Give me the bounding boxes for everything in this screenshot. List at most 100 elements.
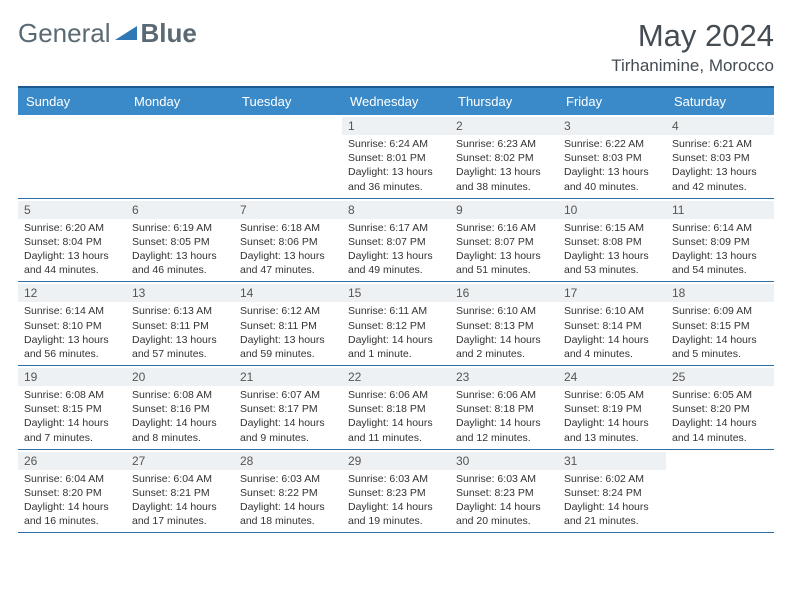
sunrise-text: Sunrise: 6:15 AM bbox=[564, 221, 660, 235]
sunrise-text: Sunrise: 6:17 AM bbox=[348, 221, 444, 235]
daylight-text: Daylight: 14 hours and 4 minutes. bbox=[564, 333, 660, 361]
daylight-text: Daylight: 13 hours and 53 minutes. bbox=[564, 249, 660, 277]
day-number: 19 bbox=[18, 368, 126, 386]
day-number: 29 bbox=[342, 452, 450, 470]
sunset-text: Sunset: 8:18 PM bbox=[456, 402, 552, 416]
sunrise-text: Sunrise: 6:04 AM bbox=[24, 472, 120, 486]
week-row: 1Sunrise: 6:24 AMSunset: 8:01 PMDaylight… bbox=[18, 115, 774, 199]
day-details: Sunrise: 6:03 AMSunset: 8:23 PMDaylight:… bbox=[348, 472, 444, 529]
day-cell: 18 Sunrise: 6:09 AMSunset: 8:15 PMDayligh… bbox=[666, 282, 774, 365]
sunrise-text: Sunrise: 6:13 AM bbox=[132, 304, 228, 318]
sunrise-text: Sunrise: 6:21 AM bbox=[672, 137, 768, 151]
day-cell: 10Sunrise: 6:15 AMSunset: 8:08 PMDayligh… bbox=[558, 199, 666, 282]
day-header: Thursday bbox=[450, 88, 558, 115]
day-number: 4 bbox=[666, 117, 774, 135]
sunrise-text: Sunrise: 6:14 AM bbox=[672, 221, 768, 235]
sunrise-text: Sunrise: 6:10 AM bbox=[564, 304, 660, 318]
sunrise-text: Sunrise: 6:07 AM bbox=[240, 388, 336, 402]
calendar: Sunday Monday Tuesday Wednesday Thursday… bbox=[18, 86, 774, 533]
day-details: Sunrise: 6:06 AMSunset: 8:18 PMDaylight:… bbox=[348, 388, 444, 445]
day-cell bbox=[18, 115, 126, 198]
day-details: Sunrise: 6:12 AMSunset: 8:11 PMDaylight:… bbox=[240, 304, 336, 361]
day-details: Sunrise: 6:23 AMSunset: 8:02 PMDaylight:… bbox=[456, 137, 552, 194]
sunrise-text: Sunrise: 6:22 AM bbox=[564, 137, 660, 151]
sunset-text: Sunset: 8:05 PM bbox=[132, 235, 228, 249]
daylight-text: Daylight: 13 hours and 46 minutes. bbox=[132, 249, 228, 277]
day-details: Sunrise: 6:14 AMSunset: 8:10 PMDaylight:… bbox=[24, 304, 120, 361]
sunset-text: Sunset: 8:19 PM bbox=[564, 402, 660, 416]
day-details: Sunrise: 6:13 AMSunset: 8:11 PMDaylight:… bbox=[132, 304, 228, 361]
day-number: 26 bbox=[18, 452, 126, 470]
title-block: May 2024 Tirhanimine, Morocco bbox=[611, 18, 774, 76]
sunrise-text: Sunrise: 6:08 AM bbox=[132, 388, 228, 402]
day-number: 22 bbox=[342, 368, 450, 386]
daylight-text: Daylight: 13 hours and 57 minutes. bbox=[132, 333, 228, 361]
day-header: Sunday bbox=[18, 88, 126, 115]
day-cell: 23Sunrise: 6:06 AMSunset: 8:18 PMDayligh… bbox=[450, 366, 558, 449]
daylight-text: Daylight: 13 hours and 54 minutes. bbox=[672, 249, 768, 277]
location: Tirhanimine, Morocco bbox=[611, 56, 774, 76]
header: General Blue May 2024 Tirhanimine, Moroc… bbox=[18, 18, 774, 76]
logo: General Blue bbox=[18, 18, 197, 49]
day-cell: 7Sunrise: 6:18 AMSunset: 8:06 PMDaylight… bbox=[234, 199, 342, 282]
day-cell: 27Sunrise: 6:04 AMSunset: 8:21 PMDayligh… bbox=[126, 450, 234, 533]
sunset-text: Sunset: 8:14 PM bbox=[564, 319, 660, 333]
day-number: 11 bbox=[666, 201, 774, 219]
day-cell: 20Sunrise: 6:08 AMSunset: 8:16 PMDayligh… bbox=[126, 366, 234, 449]
daylight-text: Daylight: 13 hours and 49 minutes. bbox=[348, 249, 444, 277]
day-number: 17 bbox=[558, 284, 666, 302]
day-number: 31 bbox=[558, 452, 666, 470]
day-number: 5 bbox=[18, 201, 126, 219]
sunset-text: Sunset: 8:24 PM bbox=[564, 486, 660, 500]
day-number: 2 bbox=[450, 117, 558, 135]
sunrise-text: Sunrise: 6:09 AM bbox=[672, 304, 768, 318]
day-details: Sunrise: 6:02 AMSunset: 8:24 PMDaylight:… bbox=[564, 472, 660, 529]
day-details: Sunrise: 6:20 AMSunset: 8:04 PMDaylight:… bbox=[24, 221, 120, 278]
day-details: Sunrise: 6:03 AMSunset: 8:22 PMDaylight:… bbox=[240, 472, 336, 529]
day-cell: 16Sunrise: 6:10 AMSunset: 8:13 PMDayligh… bbox=[450, 282, 558, 365]
day-details: Sunrise: 6:08 AMSunset: 8:16 PMDaylight:… bbox=[132, 388, 228, 445]
day-details: Sunrise: 6:05 AMSunset: 8:20 PMDaylight:… bbox=[672, 388, 768, 445]
day-number: 15 bbox=[342, 284, 450, 302]
daylight-text: Daylight: 14 hours and 9 minutes. bbox=[240, 416, 336, 444]
daylight-text: Daylight: 14 hours and 20 minutes. bbox=[456, 500, 552, 528]
sunrise-text: Sunrise: 6:20 AM bbox=[24, 221, 120, 235]
day-details: Sunrise: 6:22 AMSunset: 8:03 PMDaylight:… bbox=[564, 137, 660, 194]
day-number: 18 bbox=[666, 284, 774, 302]
day-number: 7 bbox=[234, 201, 342, 219]
day-cell: 4Sunrise: 6:21 AMSunset: 8:03 PMDaylight… bbox=[666, 115, 774, 198]
daylight-text: Daylight: 14 hours and 8 minutes. bbox=[132, 416, 228, 444]
logo-text-1: General bbox=[18, 18, 111, 49]
day-cell: 31 Sunrise: 6:02 AMSunset: 8:24 PMDayligh… bbox=[558, 450, 666, 533]
sunrise-text: Sunrise: 6:06 AM bbox=[456, 388, 552, 402]
day-cell: 30Sunrise: 6:03 AMSunset: 8:23 PMDayligh… bbox=[450, 450, 558, 533]
day-cell: 5 Sunrise: 6:20 AMSunset: 8:04 PMDaylight… bbox=[18, 199, 126, 282]
day-cell: 1Sunrise: 6:24 AMSunset: 8:01 PMDaylight… bbox=[342, 115, 450, 198]
day-details: Sunrise: 6:04 AMSunset: 8:21 PMDaylight:… bbox=[132, 472, 228, 529]
sunset-text: Sunset: 8:12 PM bbox=[348, 319, 444, 333]
day-number: 28 bbox=[234, 452, 342, 470]
day-details: Sunrise: 6:03 AMSunset: 8:23 PMDaylight:… bbox=[456, 472, 552, 529]
day-header: Wednesday bbox=[342, 88, 450, 115]
day-number: 10 bbox=[558, 201, 666, 219]
sunset-text: Sunset: 8:17 PM bbox=[240, 402, 336, 416]
daylight-text: Daylight: 14 hours and 1 minute. bbox=[348, 333, 444, 361]
week-row: 12Sunrise: 6:14 AMSunset: 8:10 PMDayligh… bbox=[18, 282, 774, 366]
sunrise-text: Sunrise: 6:23 AM bbox=[456, 137, 552, 151]
sunset-text: Sunset: 8:20 PM bbox=[24, 486, 120, 500]
day-details: Sunrise: 6:09 AMSunset: 8:15 PMDaylight:… bbox=[672, 304, 768, 361]
day-number: 3 bbox=[558, 117, 666, 135]
daylight-text: Daylight: 13 hours and 47 minutes. bbox=[240, 249, 336, 277]
day-cell: 3 Sunrise: 6:22 AMSunset: 8:03 PMDaylight… bbox=[558, 115, 666, 198]
sunrise-text: Sunrise: 6:03 AM bbox=[240, 472, 336, 486]
day-cell: 11Sunrise: 6:14 AMSunset: 8:09 PMDayligh… bbox=[666, 199, 774, 282]
daylight-text: Daylight: 14 hours and 12 minutes. bbox=[456, 416, 552, 444]
logo-text-2: Blue bbox=[141, 18, 197, 49]
day-cell: 12Sunrise: 6:14 AMSunset: 8:10 PMDayligh… bbox=[18, 282, 126, 365]
daylight-text: Daylight: 14 hours and 14 minutes. bbox=[672, 416, 768, 444]
week-row: 26Sunrise: 6:04 AMSunset: 8:20 PMDayligh… bbox=[18, 450, 774, 534]
month-title: May 2024 bbox=[611, 18, 774, 54]
sunrise-text: Sunrise: 6:24 AM bbox=[348, 137, 444, 151]
sunrise-text: Sunrise: 6:06 AM bbox=[348, 388, 444, 402]
sunrise-text: Sunrise: 6:04 AM bbox=[132, 472, 228, 486]
